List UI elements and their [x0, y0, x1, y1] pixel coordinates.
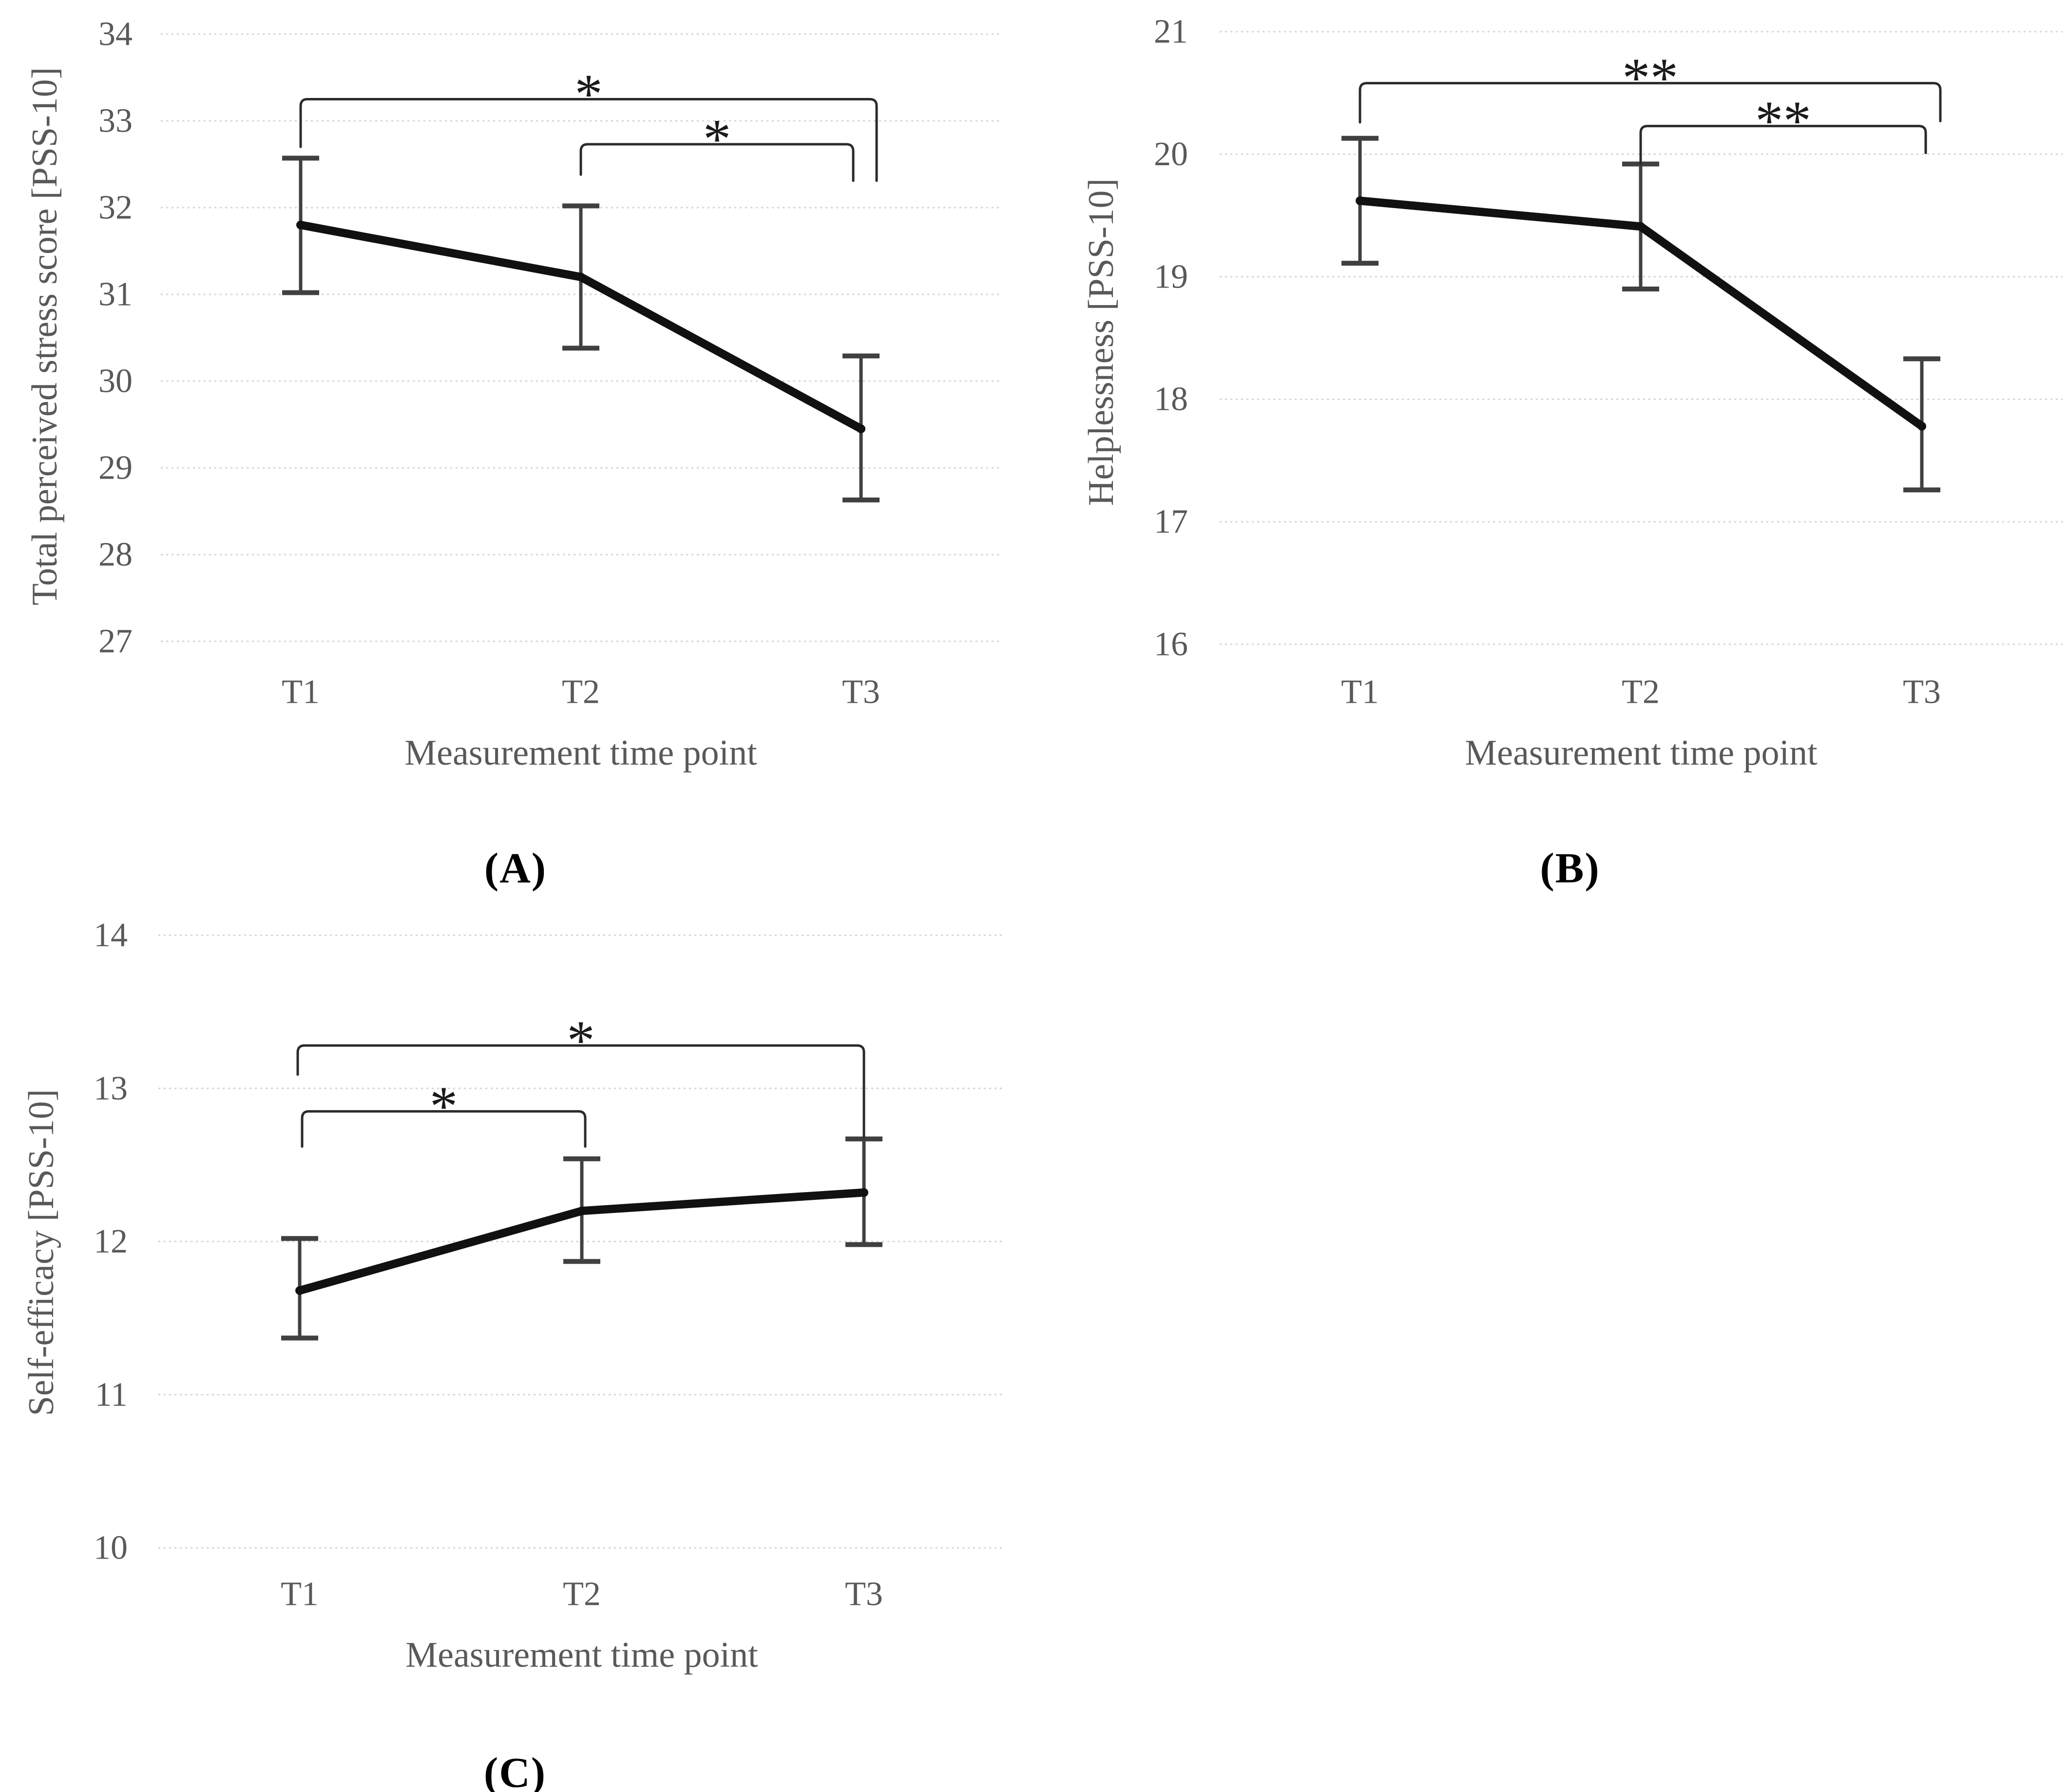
x-tick-label: T3	[842, 674, 880, 711]
y-tick-label: 11	[95, 1376, 128, 1413]
data-point	[857, 424, 865, 433]
y-tick-label: 18	[1154, 381, 1188, 418]
x-tick-label: T3	[845, 1576, 883, 1613]
y-tick-label: 14	[94, 917, 128, 954]
y-tick-label: 17	[1154, 503, 1188, 540]
significance-bracket	[296, 1044, 865, 1139]
significance-label: **	[1755, 90, 1811, 152]
x-axis-tick-labels: T1 T2 T3	[1341, 674, 1941, 711]
chart-a-canvas: 34 33 32 31 30 29 28 27 T1 T2 T3 Total perceived st…	[25, 16, 1001, 773]
y-axis-title: Self-efficacy [PSS-10]	[21, 1089, 61, 1416]
y-tick-label: 13	[94, 1070, 128, 1107]
y-tick-label: 10	[94, 1529, 128, 1567]
panel-a: 34 33 32 31 30 29 28 27 T1 T2 T3 Total perceived st…	[0, 0, 1034, 896]
significance-brackets: **	[296, 1009, 865, 1148]
x-tick-label: T1	[281, 1576, 319, 1613]
data-point	[1917, 422, 1926, 431]
significance-bracket	[1359, 82, 1942, 124]
data-point	[295, 1286, 304, 1295]
x-tick-label: T1	[282, 674, 320, 711]
y-tick-label: 33	[98, 102, 133, 140]
significance-brackets: ** **	[1359, 47, 1942, 166]
panel-a-label: (A)	[484, 845, 547, 892]
x-axis-title: Measurement time point	[1465, 733, 1818, 773]
data-point	[296, 220, 305, 230]
y-tick-label: 32	[98, 189, 133, 227]
data-point	[1356, 196, 1364, 205]
x-tick-label: T2	[1622, 674, 1660, 711]
y-tick-label: 34	[98, 16, 133, 53]
data-point	[860, 1188, 868, 1197]
gridlines	[1220, 31, 2063, 645]
error-bars	[281, 1136, 882, 1341]
x-axis-title: Measurement time point	[404, 733, 757, 773]
y-tick-label: 27	[98, 623, 133, 660]
panel-b-label: (B)	[1540, 845, 1600, 892]
x-tick-label: T2	[563, 1576, 601, 1613]
x-axis-tick-labels: T1 T2 T3	[281, 1576, 883, 1613]
significance-bracket	[1639, 125, 1927, 166]
x-tick-label: T2	[562, 674, 600, 711]
significance-label: **	[1622, 47, 1678, 109]
chart-b-canvas: 21 20 19 18 17 16 T1 T2 T3 Helplessness [PSS-10] M…	[1081, 13, 2063, 773]
data-point	[577, 1206, 586, 1215]
y-tick-label: 19	[1154, 258, 1188, 295]
y-tick-label: 29	[98, 449, 133, 487]
significance-label: *	[703, 108, 731, 170]
y-tick-label: 21	[1154, 13, 1188, 51]
y-tick-label: 28	[98, 536, 133, 574]
significance-label: *	[567, 1009, 595, 1071]
y-axis-tick-labels: 34 33 32 31 30 29 28 27	[98, 16, 133, 660]
x-tick-label: T3	[1903, 674, 1941, 711]
panel-c: 14 13 12 11 10 T1 T2 T3 Self-efficacy [PSS-10] Me…	[0, 896, 1034, 1792]
y-tick-label: 31	[98, 276, 133, 313]
panel-c-label: (C)	[483, 1749, 547, 1792]
data-point	[1636, 222, 1645, 231]
significance-bracket	[299, 98, 878, 182]
y-tick-label: 20	[1154, 135, 1188, 173]
y-axis-tick-labels: 14 13 12 11 10	[94, 917, 128, 1567]
significance-bracket	[579, 143, 855, 182]
significance-brackets: **	[299, 63, 878, 182]
data-point	[576, 272, 585, 282]
x-axis-title: Measurement time point	[405, 1635, 758, 1675]
chart-c-canvas: 14 13 12 11 10 T1 T2 T3 Self-efficacy [PSS-10] Me…	[21, 917, 1005, 1675]
y-axis-title: Total perceived stress score [PSS-10]	[25, 67, 65, 606]
y-tick-label: 16	[1154, 626, 1188, 663]
y-tick-label: 30	[98, 363, 133, 400]
x-axis-tick-labels: T1 T2 T3	[282, 674, 880, 711]
significance-label: *	[574, 63, 603, 125]
x-tick-label: T1	[1341, 674, 1379, 711]
error-bars	[1341, 135, 1940, 493]
y-axis-tick-labels: 21 20 19 18 17 16	[1154, 13, 1188, 663]
y-tick-label: 12	[94, 1223, 128, 1260]
significance-label: *	[430, 1075, 458, 1137]
y-axis-title: Helplessness [PSS-10]	[1081, 178, 1121, 506]
panel-b: 21 20 19 18 17 16 T1 T2 T3 Helplessness [PSS-10] M…	[1034, 0, 2068, 896]
error-bars	[282, 155, 880, 502]
significance-bracket	[301, 1110, 587, 1148]
